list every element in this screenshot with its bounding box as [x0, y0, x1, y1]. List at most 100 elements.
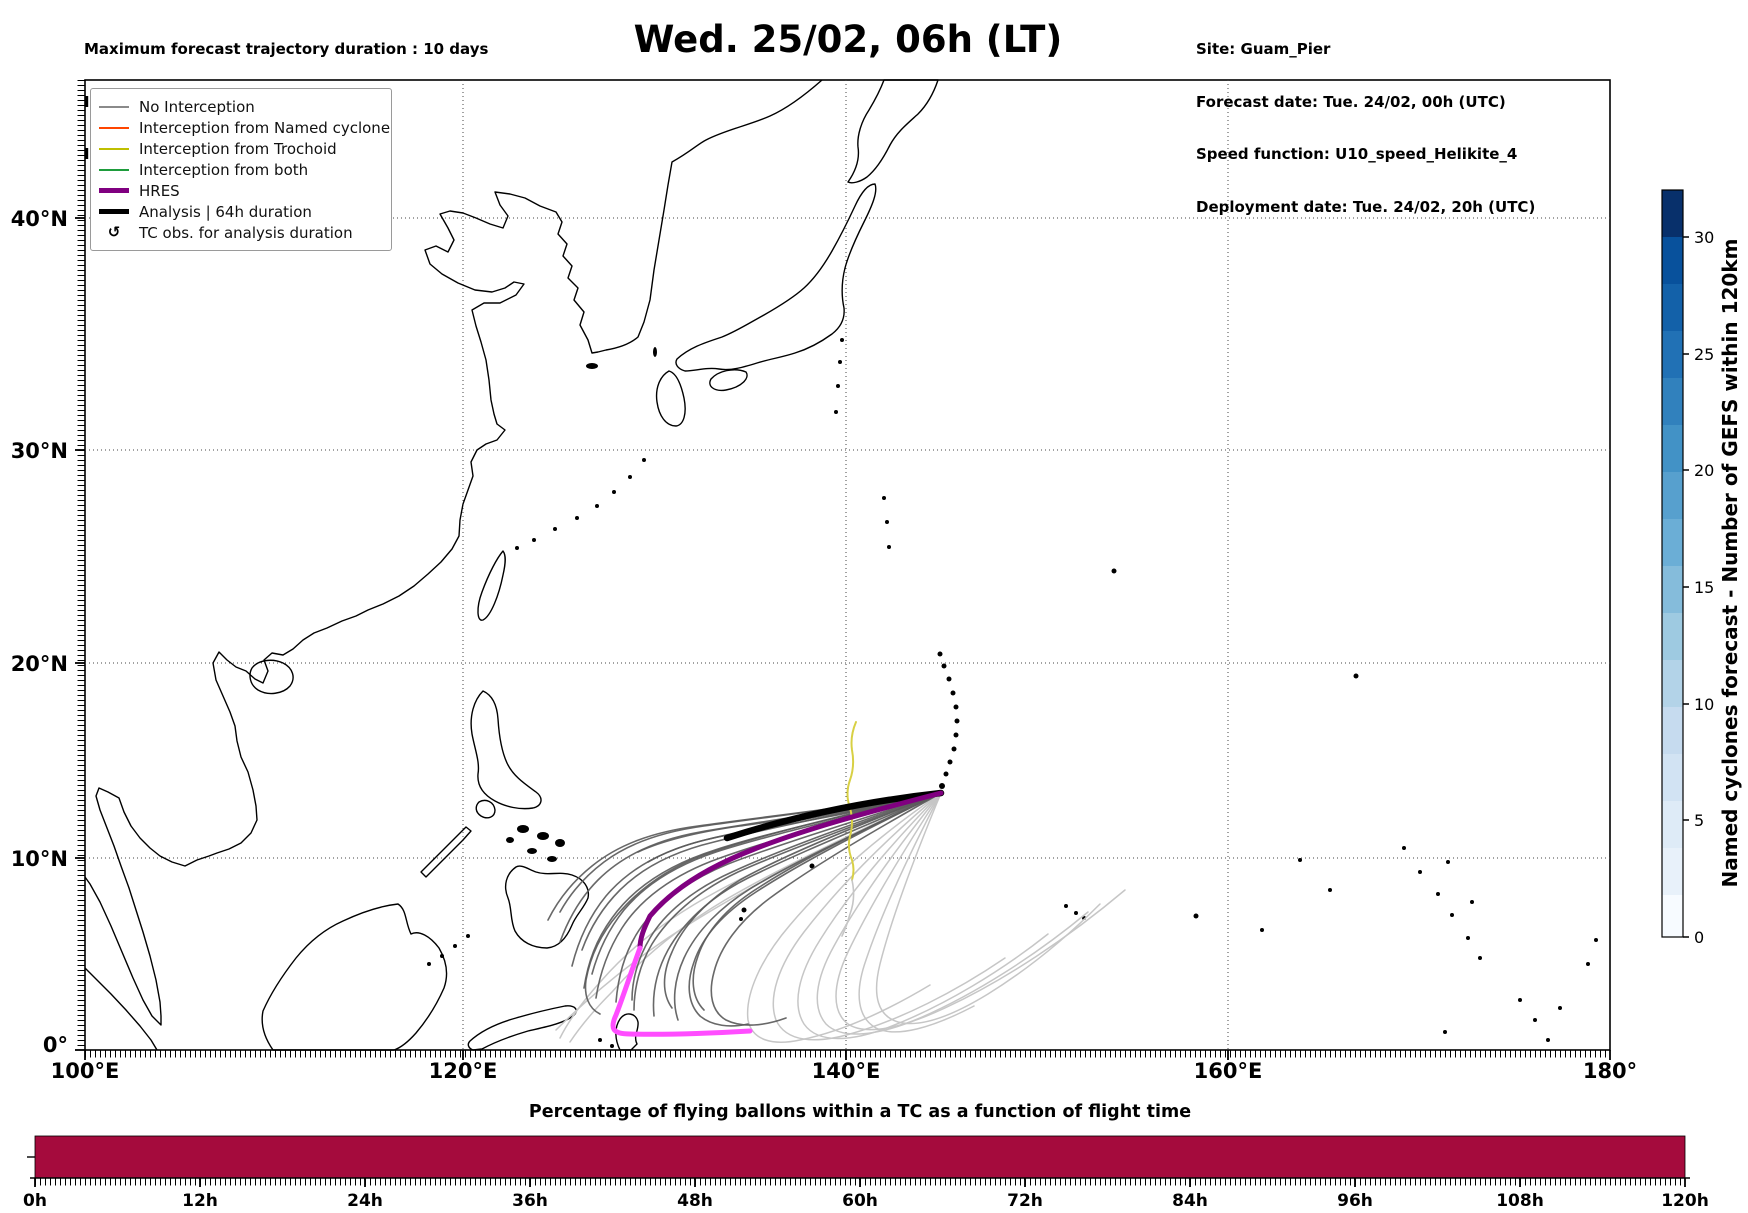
y-tick-30n: 30°N: [11, 439, 68, 463]
x-tick-180: 180°: [1583, 1059, 1637, 1083]
legend-label: Interception from Named cyclone: [139, 118, 391, 137]
colorbar-tick-30: 30: [1694, 228, 1714, 247]
map-legend: No Interception Interception from Named …: [90, 88, 392, 251]
bc-tick-0h: 0h: [23, 1191, 47, 1211]
map-frame: [84, 79, 1611, 1051]
x-tick-100e: 100°E: [51, 1059, 120, 1083]
colorbar-segment: [1662, 331, 1683, 378]
mariana-islands-dots: [937, 651, 960, 789]
y-tick-10n: 10°N: [11, 847, 68, 871]
colorbar-segment: [1662, 895, 1683, 937]
colorbar-segment: [1662, 801, 1683, 848]
olive-line-swatch: [99, 147, 129, 150]
colorbar-segment: [1662, 237, 1683, 284]
island-dots: [427, 338, 1598, 1048]
bc-tick-24h: 24h: [347, 1191, 383, 1211]
x-tick-140e: 140°E: [812, 1059, 881, 1083]
coastline-mindanao: [504, 865, 590, 949]
map-major-ticks: [75, 217, 1611, 1060]
max-duration-text: Maximum forecast trajectory duration : 1…: [84, 40, 489, 58]
gray-line-swatch: [99, 105, 129, 108]
legend-item-both: Interception from both: [99, 159, 381, 180]
coastlines: [84, 79, 1598, 1051]
x-tick-120e: 120°E: [429, 1059, 498, 1083]
bc-tick-96h: 96h: [1337, 1191, 1373, 1211]
y-tick-20n: 20°N: [11, 652, 68, 676]
bc-tick-120h: 120h: [1661, 1191, 1709, 1211]
legend-label: TC obs. for analysis duration: [139, 223, 353, 242]
bc-tick-84h: 84h: [1172, 1191, 1208, 1211]
bc-tick-60h: 60h: [842, 1191, 878, 1211]
colorbar-segment: [1662, 472, 1683, 519]
legend-label: Interception from Trochoid: [139, 139, 337, 158]
coastline-sumatra: [84, 967, 158, 1051]
coastline-mainland-asia: [84, 79, 823, 1026]
speed-function-text: Speed function: U10_speed_Helikite_4: [1196, 145, 1518, 163]
bottom-chart-title: Percentage of flying ballons within a TC…: [529, 1102, 1191, 1122]
black-line-swatch: [99, 209, 129, 214]
coastline-luzon: [470, 690, 542, 810]
colorbar-segment: [1662, 425, 1683, 472]
legend-label: Interception from both: [139, 160, 309, 179]
coastline-palawan: [420, 826, 472, 878]
coastline-mindoro: [475, 799, 496, 819]
ensemble-trajectories-dark: [547, 792, 942, 1027]
trochoid-track: [846, 721, 857, 881]
header-right-block: Site: Guam_Pier Forecast date: Tue. 24/0…: [1196, 6, 1535, 251]
colorbar-segment: [1662, 754, 1683, 801]
colorbar-tick-20: 20: [1694, 461, 1714, 480]
legend-item-hres: HRES: [99, 180, 381, 201]
coastline-borneo: [261, 903, 448, 1051]
orange-line-swatch: [99, 126, 129, 129]
colorbar-segment: [1662, 519, 1683, 566]
cyclone-rotation-icon: ↺: [107, 223, 121, 241]
colorbar: 0 5 10 15 20 25 30 Named cyclones foreca…: [1661, 189, 1742, 947]
bc-tick-36h: 36h: [512, 1191, 548, 1211]
coastline-hainan: [249, 659, 294, 695]
forecast-date-text: Forecast date: Tue. 24/02, 00h (UTC): [1196, 92, 1506, 111]
colorbar-tick-0: 0: [1694, 928, 1704, 947]
colorbar-ticks: [1683, 236, 1689, 938]
bc-tick-12h: 12h: [182, 1191, 218, 1211]
y-tick-40n: 40°N: [11, 207, 68, 231]
hres-track: [637, 790, 944, 951]
purple-line-swatch: [99, 188, 129, 193]
bottom-bar-chart: Percentage of flying ballons within a TC…: [23, 1102, 1709, 1211]
colorbar-segment: [1662, 707, 1683, 754]
coastline-kyushu: [655, 370, 686, 427]
bottom-chart-major-ticks: [34, 1178, 1686, 1187]
colorbar-tick-25: 25: [1694, 345, 1714, 364]
y-tick-0: 0°: [43, 1033, 68, 1057]
hres-track-extension: [610, 945, 753, 1037]
legend-item-tc-obs: ↺ TC obs. for analysis duration: [99, 222, 381, 243]
colorbar-segment: [1662, 284, 1683, 331]
colorbar-outline: [1661, 189, 1684, 938]
trochoid-track-tail: [841, 879, 855, 937]
figure-title: Wed. 25/02, 06h (LT): [633, 18, 1063, 61]
x-tick-160e: 160°E: [1194, 1059, 1263, 1083]
colorbar-segment: [1662, 190, 1683, 237]
colorbar-tick-15: 15: [1694, 578, 1714, 597]
analysis-track: [723, 789, 945, 842]
bc-tick-108h: 108h: [1496, 1191, 1544, 1211]
legend-item-analysis: Analysis | 64h duration: [99, 201, 381, 222]
colorbar-tick-5: 5: [1694, 811, 1704, 830]
coastline-taiwan: [477, 550, 506, 621]
legend-item-trochoid: Interception from Trochoid: [99, 138, 381, 159]
coastline-hokkaido: [847, 79, 939, 184]
colorbar-segment: [1662, 660, 1683, 707]
site-text: Site: Guam_Pier: [1196, 40, 1331, 58]
colorbar-segment: [1662, 378, 1683, 425]
flight-time-bar: [34, 1135, 1686, 1179]
colorbar-segment: [1662, 566, 1683, 613]
colorbar-segment: [1662, 848, 1683, 895]
bc-tick-72h: 72h: [1007, 1191, 1043, 1211]
legend-item-no-interception: No Interception: [99, 96, 381, 117]
legend-item-named-cyclone: Interception from Named cyclone: [99, 117, 390, 138]
colorbar-tick-10: 10: [1694, 695, 1714, 714]
coastline-shikoku: [709, 369, 748, 392]
green-line-swatch: [99, 168, 129, 171]
coastline-sulawesi: [467, 1005, 577, 1051]
